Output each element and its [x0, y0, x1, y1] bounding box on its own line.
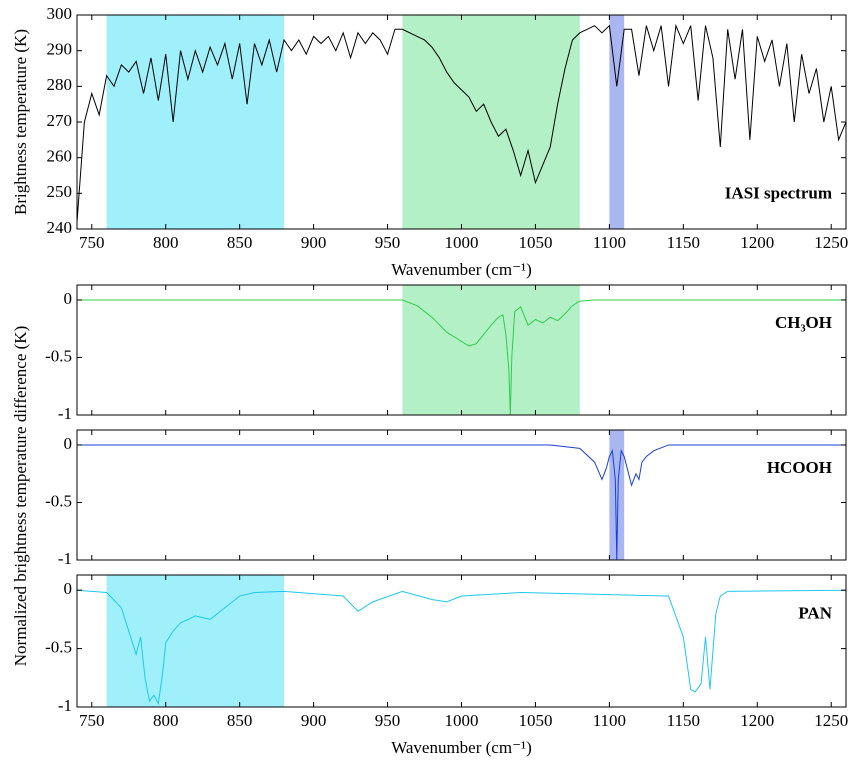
axes-box — [76, 429, 847, 561]
series-label: IASI spectrum — [725, 184, 832, 203]
x-tick-label: 1050 — [518, 711, 552, 730]
x-tick-label: 1150 — [667, 711, 700, 730]
y-tick-label: 280 — [47, 75, 73, 94]
panel: -1 -0.5 0 HCOOH — [45, 429, 847, 568]
y-tick-label: 0 — [64, 579, 73, 598]
x-tick-label: 1150 — [667, 233, 700, 252]
y-tick-label: -1 — [58, 404, 72, 423]
x-tick-label: 850 — [227, 711, 253, 730]
x-tick-label: 1000 — [445, 233, 479, 252]
x-tick-label: 1200 — [740, 711, 774, 730]
x-tick-label: 1000 — [445, 711, 479, 730]
y-tick-label: 300 — [47, 4, 73, 23]
y-tick-label: 290 — [47, 40, 73, 59]
x-tick-label: 1250 — [814, 711, 848, 730]
series-label: HCOOH — [767, 458, 832, 477]
x-axis-label: Wavenumber (cm⁻¹) — [391, 738, 532, 757]
y-tick-label: 0 — [64, 434, 73, 453]
spectrum-line — [77, 299, 846, 415]
y-tick-label: 270 — [47, 111, 73, 130]
shaded-range — [402, 285, 580, 415]
series-label: PAN — [798, 604, 832, 623]
x-tick-label: 800 — [153, 233, 179, 252]
spectrum-line — [77, 444, 846, 560]
panel: 750 800 850 900 950 1000 1050 1100 1150 1200 1250 -… — [45, 574, 848, 757]
x-tick-label: 800 — [153, 711, 179, 730]
shaded-range — [106, 575, 285, 707]
x-tick-label: 750 — [79, 711, 105, 730]
y-tick-label: -0.5 — [45, 491, 72, 510]
panel: 750 800 850 900 950 1000 1050 1100 1150 1200 1250 2… — [47, 4, 849, 279]
x-tick-label: 1050 — [518, 233, 552, 252]
y-tick-label: -1 — [58, 549, 72, 568]
x-tick-label: 750 — [79, 233, 105, 252]
y-tick-label: -0.5 — [45, 637, 72, 656]
x-axis-label: Wavenumber (cm⁻¹) — [391, 260, 532, 279]
y-axis-label: Brightness temperature (K) — [11, 29, 30, 215]
y-tick-label: -1 — [58, 696, 72, 715]
y-axis-label: Normalized brightness temperature differ… — [11, 326, 30, 666]
y-tick-label: 260 — [47, 147, 73, 166]
x-tick-label: 1100 — [593, 233, 626, 252]
y-tick-label: 0 — [64, 289, 73, 308]
y-tick-label: 240 — [47, 218, 73, 237]
panel: -1 -0.5 0 CH₃OH — [45, 284, 847, 423]
x-tick-label: 900 — [301, 711, 327, 730]
shaded-range — [106, 15, 285, 229]
x-tick-label: 1250 — [814, 233, 848, 252]
x-tick-label: 900 — [301, 233, 327, 252]
x-tick-label: 1100 — [593, 711, 626, 730]
x-tick-label: 950 — [375, 233, 401, 252]
spectrum-line — [77, 23, 846, 222]
spectrum-line — [77, 589, 846, 706]
x-tick-label: 1200 — [740, 233, 774, 252]
series-label: CH₃OH — [775, 313, 832, 332]
x-tick-label: 950 — [375, 711, 401, 730]
y-tick-label: -0.5 — [45, 346, 72, 365]
shaded-range — [609, 15, 625, 229]
x-tick-label: 850 — [227, 233, 253, 252]
y-tick-label: 250 — [47, 182, 73, 201]
